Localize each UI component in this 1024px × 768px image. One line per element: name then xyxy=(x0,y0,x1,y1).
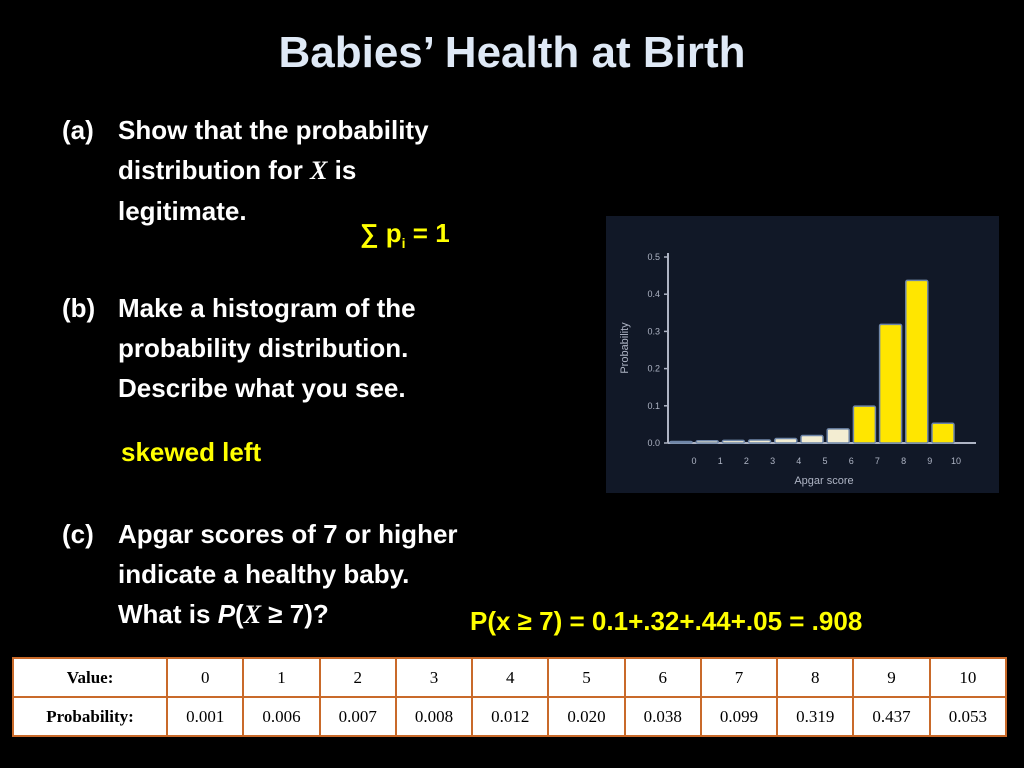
question-a-var: X xyxy=(310,156,328,185)
table-cell: 0.006 xyxy=(242,696,321,737)
x-tick-label: 7 xyxy=(875,456,880,466)
histogram-bar xyxy=(721,439,746,444)
question-c-label: (c) xyxy=(62,519,94,549)
question-a-line2: distribution for xyxy=(118,155,303,185)
table-cell: 0.053 xyxy=(928,696,1008,737)
question-c-p: P xyxy=(217,599,236,629)
table-cell: 2 xyxy=(318,657,397,698)
histogram-bar xyxy=(878,323,903,444)
probability-table: Value: 0 1 2 3 4 5 6 7 8 9 10 Probabilit… xyxy=(11,657,1008,737)
histogram-bar xyxy=(695,440,719,444)
y-tick-label: 0.0 xyxy=(647,438,660,448)
table-header-value: Value: xyxy=(11,657,169,698)
histogram-bar xyxy=(669,440,693,444)
x-tick-label: 8 xyxy=(901,456,906,466)
table-cell: 0.001 xyxy=(166,696,245,737)
question-c-line1: Apgar scores of 7 or higher xyxy=(118,519,458,549)
x-tick-label: 4 xyxy=(796,456,801,466)
histogram-bar xyxy=(800,434,824,444)
y-tick-label: 0.3 xyxy=(647,326,660,336)
table-row-values: Value: 0 1 2 3 4 5 6 7 8 9 10 xyxy=(11,657,1008,698)
table-cell: 0.099 xyxy=(699,696,779,737)
question-c-line3: What is xyxy=(118,599,211,629)
y-axis-label: Probability xyxy=(619,322,631,374)
table-cell: 5 xyxy=(547,657,626,698)
table-cell: 8 xyxy=(776,657,855,698)
x-tick-label: 1 xyxy=(718,456,723,466)
question-c-var: X xyxy=(243,600,262,629)
x-axis-label: Apgar score xyxy=(794,475,853,487)
table-cell: 0.038 xyxy=(623,696,702,737)
table-cell: 4 xyxy=(471,657,550,698)
answer-a-p: p xyxy=(385,218,402,248)
table-row-probabilities: Probability: 0.001 0.006 0.007 0.008 0.0… xyxy=(11,696,1008,737)
x-tick-label: 5 xyxy=(822,456,827,466)
x-tick-label: 9 xyxy=(927,456,932,466)
histogram-bar xyxy=(905,279,929,444)
question-a-line1: Show that the probability xyxy=(118,115,429,145)
question-c-paren: ( xyxy=(235,599,244,629)
table-cell: 1 xyxy=(242,657,321,698)
x-tick-label: 0 xyxy=(691,456,696,466)
histogram-bar xyxy=(826,428,850,444)
table-cell: 7 xyxy=(699,657,779,698)
x-tick-label: 10 xyxy=(951,456,961,466)
sigma-symbol: ∑ xyxy=(360,218,379,248)
histogram-panel: 0.0 0.1 0.2 0.3 0.4 0.5 0 1 2 3 4 5 6 7 8 9 10 Apgar scor… xyxy=(606,216,999,493)
x-tick-label: 2 xyxy=(744,456,749,466)
histogram-bar xyxy=(852,405,877,444)
table-cell: 0.007 xyxy=(318,696,397,737)
y-tick-label: 0.5 xyxy=(647,252,660,262)
question-b-line2: probability distribution. xyxy=(118,333,409,363)
question-c-ineq: ≥ 7)? xyxy=(268,599,329,629)
histogram-bar xyxy=(747,439,772,444)
table-cell: 0.319 xyxy=(776,696,855,737)
answer-c: P(x ≥ 7) = 0.1+.32+.44+.05 = .908 xyxy=(470,606,863,636)
question-a-line2b: is xyxy=(334,155,357,185)
slide-title: Babies’ Health at Birth xyxy=(278,28,746,77)
answer-a-rest: = 1 xyxy=(405,218,450,248)
table-header-probability: Probability: xyxy=(11,696,169,737)
question-a-line3: legitimate. xyxy=(118,196,247,226)
question-b-line1: Make a histogram of the xyxy=(118,293,416,323)
table-cell: 9 xyxy=(852,657,931,698)
histogram-bar xyxy=(774,437,798,444)
histogram-bar xyxy=(931,422,955,444)
question-b-line3: Describe what you see. xyxy=(118,373,406,403)
x-tick-label: 3 xyxy=(770,456,775,466)
question-c-line2: indicate a healthy baby. xyxy=(118,559,410,589)
y-tick-label: 0.4 xyxy=(647,289,660,299)
table-cell: 0 xyxy=(166,657,245,698)
question-b-label: (b) xyxy=(62,293,96,323)
question-a-label: (a) xyxy=(62,115,94,145)
answer-a-subscript: i xyxy=(401,235,406,252)
table-cell: 0.020 xyxy=(547,696,626,737)
answer-b: skewed left xyxy=(121,437,262,467)
table-cell: 0.437 xyxy=(852,696,931,737)
histogram-chart: 0.0 0.1 0.2 0.3 0.4 0.5 0 1 2 3 4 5 6 7 8 9 10 Apgar scor… xyxy=(619,252,976,487)
x-tick-label: 6 xyxy=(849,456,854,466)
y-tick-label: 0.1 xyxy=(647,401,660,411)
table-cell: 6 xyxy=(623,657,702,698)
table-cell: 3 xyxy=(394,657,474,698)
y-tick-label: 0.2 xyxy=(647,364,660,374)
table-cell: 10 xyxy=(928,657,1008,698)
table-cell: 0.012 xyxy=(471,696,550,737)
table-cell: 0.008 xyxy=(394,696,474,737)
answer-a: ∑ pi = 1 xyxy=(360,218,450,251)
